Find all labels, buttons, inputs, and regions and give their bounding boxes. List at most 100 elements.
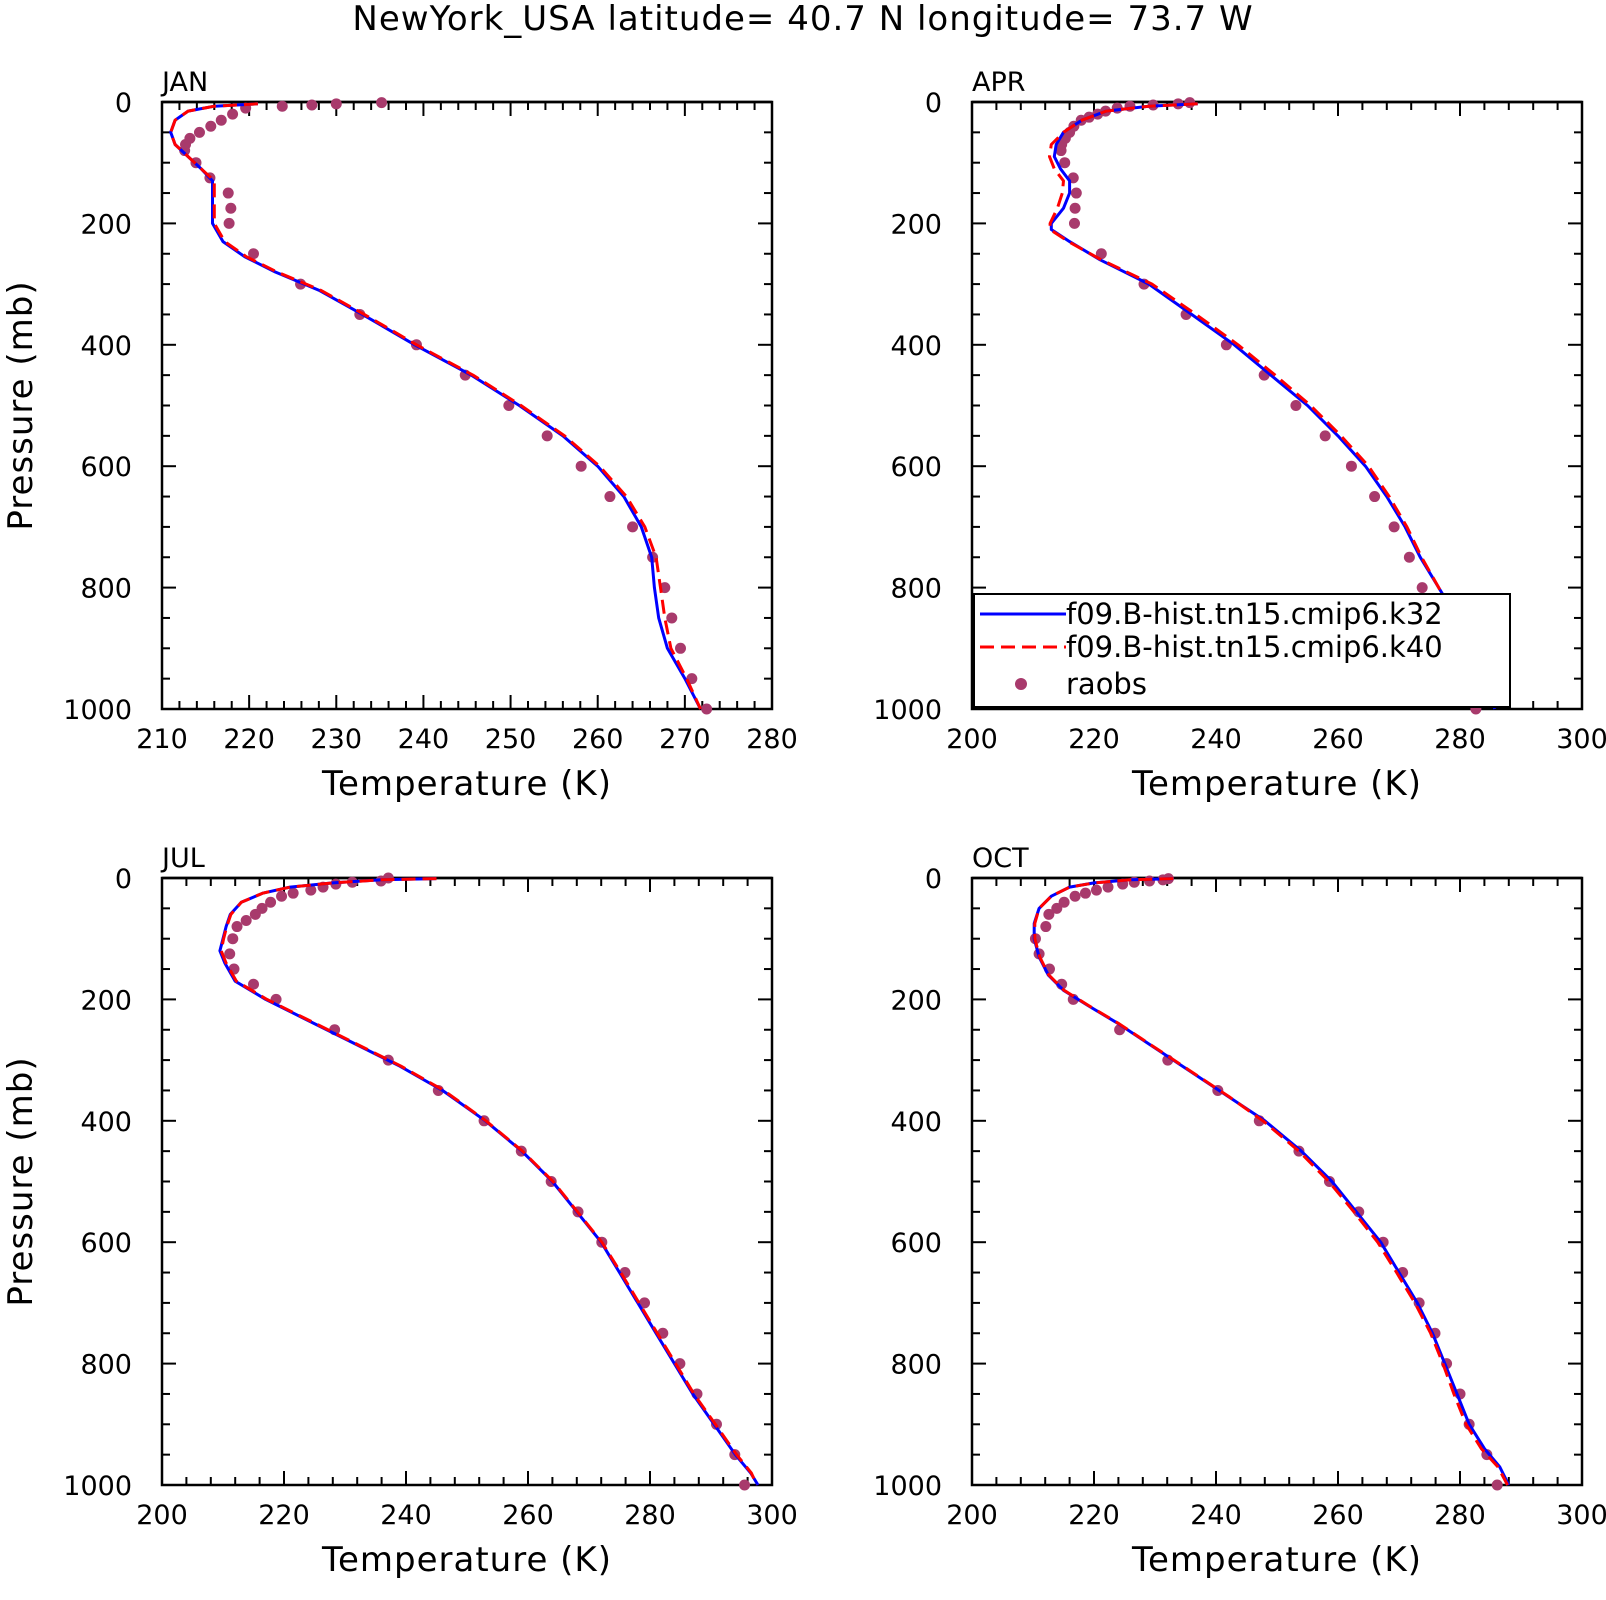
x-tick-label: 220 bbox=[1068, 724, 1120, 755]
y-tick-label: 800 bbox=[890, 574, 942, 605]
raobs-point bbox=[1345, 460, 1357, 472]
raobs-point bbox=[666, 612, 678, 624]
raobs-point bbox=[1051, 902, 1063, 914]
raobs-point bbox=[265, 896, 277, 908]
raobs-point bbox=[503, 400, 515, 411]
panels: 210 220 230 240 250 260 270 280 0 200 400 600 800 100… bbox=[1, 67, 1606, 1580]
raobs-point bbox=[225, 202, 237, 214]
y-tick-label: 1000 bbox=[63, 1471, 132, 1502]
raobs-point bbox=[1388, 521, 1400, 533]
panel-label: OCT bbox=[972, 843, 1029, 874]
series-line-k32 bbox=[169, 102, 702, 710]
raobs-point bbox=[1416, 582, 1428, 594]
x-tick-label: 220 bbox=[223, 724, 275, 755]
raobs-point bbox=[276, 890, 288, 902]
raobs-point bbox=[1403, 551, 1415, 563]
x-tick-label: 240 bbox=[1190, 724, 1242, 755]
raobs-point bbox=[1055, 145, 1067, 157]
raobs-point bbox=[193, 126, 205, 138]
raobs-point bbox=[215, 114, 227, 126]
raobs-point bbox=[249, 908, 261, 920]
raobs-point bbox=[627, 521, 639, 533]
series-line-k40 bbox=[1033, 877, 1509, 1486]
raobs-point bbox=[639, 1297, 651, 1309]
raobs-point bbox=[205, 120, 217, 132]
raobs-point bbox=[223, 217, 235, 229]
x-tick-label: 260 bbox=[1312, 724, 1364, 755]
y-tick-label: 600 bbox=[80, 1228, 132, 1259]
x-tick-label: 240 bbox=[398, 724, 450, 755]
x-tick-label: 300 bbox=[746, 1500, 798, 1531]
x-tick-label: 200 bbox=[946, 724, 998, 755]
y-tick-label: 400 bbox=[80, 1107, 132, 1138]
raobs-point bbox=[306, 99, 318, 111]
raobs-point bbox=[231, 921, 243, 933]
x-tick-label: 280 bbox=[624, 1500, 676, 1531]
x-tick-label: 240 bbox=[380, 1500, 432, 1531]
raobs-point bbox=[1144, 875, 1156, 887]
series-line-k32 bbox=[218, 877, 760, 1486]
plot-frame bbox=[160, 100, 774, 711]
y-tick-label: 400 bbox=[890, 1107, 942, 1138]
y-tick-label: 400 bbox=[890, 331, 942, 362]
raobs-point bbox=[1070, 187, 1082, 199]
x-axis-label: Temperature (K) bbox=[321, 1540, 612, 1580]
y-tick-label: 0 bbox=[115, 864, 132, 895]
raobs-point bbox=[1040, 921, 1052, 933]
y-tick-label: 200 bbox=[80, 985, 132, 1016]
x-tick-label: 210 bbox=[136, 724, 188, 755]
figure-title: NewYork_USA latitude= 40.7 N longitude= … bbox=[352, 0, 1253, 39]
raobs-point bbox=[376, 97, 388, 109]
x-tick-label: 300 bbox=[1556, 1500, 1606, 1531]
raobs-point bbox=[330, 98, 342, 110]
x-tick-label: 280 bbox=[1434, 724, 1486, 755]
x-tick-label: 220 bbox=[1068, 1500, 1120, 1531]
y-tick-label: 600 bbox=[80, 452, 132, 483]
raobs-point bbox=[276, 100, 288, 112]
y-tick-label: 200 bbox=[890, 209, 942, 240]
y-axis-label: Pressure (mb) bbox=[1, 1056, 41, 1306]
x-tick-label: 260 bbox=[502, 1500, 554, 1531]
raobs-point bbox=[248, 978, 259, 990]
raobs-point bbox=[1095, 248, 1107, 260]
y-tick-label: 200 bbox=[80, 209, 132, 240]
y-tick-label: 1000 bbox=[873, 1471, 942, 1502]
y-tick-label: 0 bbox=[115, 88, 132, 119]
raobs-point bbox=[1058, 896, 1070, 908]
y-tick-label: 800 bbox=[80, 1350, 132, 1381]
legend-marker-raobs bbox=[1015, 678, 1027, 690]
y-axis-label: Pressure (mb) bbox=[1, 280, 41, 530]
raobs-point bbox=[224, 948, 236, 960]
raobs-point bbox=[305, 884, 317, 896]
x-tick-label: 260 bbox=[1312, 1500, 1364, 1531]
y-tick-label: 1000 bbox=[873, 695, 942, 726]
x-tick-label: 230 bbox=[311, 724, 363, 755]
x-tick-label: 280 bbox=[746, 724, 798, 755]
series-line-k40 bbox=[169, 102, 702, 710]
panel-jul: 200 220 240 260 280 300 0 200 400 600 800 1000 JUL Te… bbox=[1, 843, 798, 1580]
panel-label: JAN bbox=[160, 67, 208, 98]
raobs-point bbox=[675, 642, 686, 654]
y-tick-label: 1000 bbox=[63, 695, 132, 726]
raobs-point bbox=[1069, 202, 1081, 214]
raobs-point bbox=[701, 703, 713, 715]
x-tick-label: 220 bbox=[258, 1500, 310, 1531]
raobs-point bbox=[1079, 887, 1091, 899]
x-tick-label: 240 bbox=[1190, 1500, 1242, 1531]
raobs-point bbox=[1369, 491, 1381, 503]
raobs-point bbox=[575, 460, 587, 472]
panel-oct: 200 220 240 260 280 300 0 200 400 600 800 1000 OCT Te… bbox=[873, 843, 1606, 1580]
panel-jan: 210 220 230 240 250 260 270 280 0 200 400 600 800 100… bbox=[1, 67, 798, 804]
x-axis-label: Temperature (K) bbox=[1131, 1540, 1422, 1580]
raobs-point bbox=[248, 248, 259, 260]
y-tick-label: 200 bbox=[890, 985, 942, 1016]
raobs-point bbox=[604, 491, 616, 503]
x-tick-label: 200 bbox=[136, 1500, 188, 1531]
raobs-point bbox=[227, 108, 239, 120]
y-tick-label: 0 bbox=[925, 88, 942, 119]
x-tick-label: 250 bbox=[485, 724, 537, 755]
panel-label: JUL bbox=[160, 843, 205, 874]
raobs-point bbox=[1319, 430, 1331, 442]
y-tick-label: 600 bbox=[890, 1228, 942, 1259]
x-tick-label: 280 bbox=[1434, 1500, 1486, 1531]
